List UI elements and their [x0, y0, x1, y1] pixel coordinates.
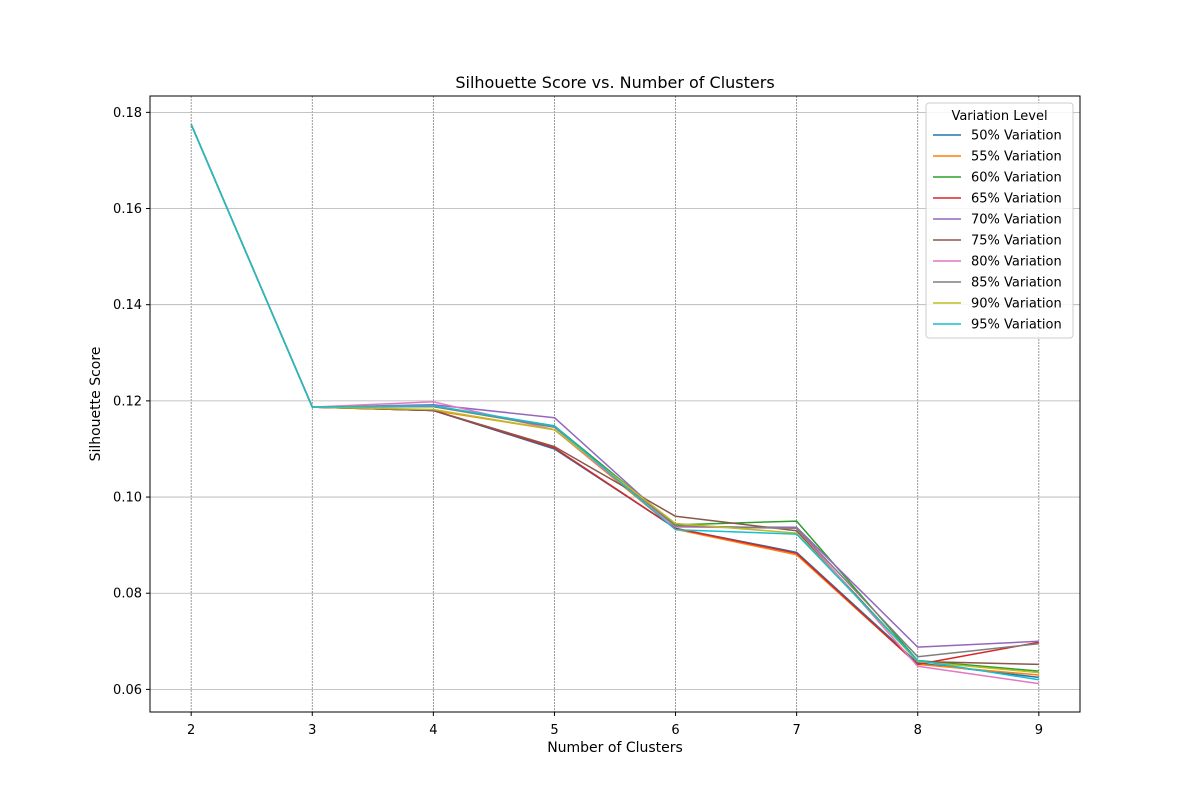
- x-tick-label: 8: [914, 723, 922, 738]
- legend-entry-label: 55% Variation: [971, 150, 1062, 165]
- legend-entry-label: 65% Variation: [971, 192, 1062, 207]
- y-tick-label: 0.12: [113, 394, 142, 409]
- series-lines: [190, 124, 1039, 685]
- x-axis-ticks: 2 3 4 5 6 7 8 9: [187, 712, 1043, 738]
- plot-frame: [149, 95, 1081, 713]
- x-tick-label: 7: [793, 723, 801, 738]
- x-tick-label: 3: [308, 723, 316, 738]
- legend-box: [925, 102, 1074, 339]
- legend-entry-label: 95% Variation: [971, 318, 1062, 333]
- legend-entry-label: 50% Variation: [971, 129, 1062, 144]
- y-tick-label: 0.16: [113, 202, 142, 217]
- chart-title: Silhouette Score vs. Number of Clusters: [455, 73, 774, 92]
- y-axis-ticks: 0.06 0.08 0.10 0.12 0.14 0.16 0.18: [113, 106, 150, 698]
- legend-items: 50% Variation 55% Variation 60% Variation 6…: [933, 129, 1062, 333]
- legend-entry-label: 80% Variation: [971, 255, 1062, 270]
- x-tick-label: 4: [429, 723, 437, 738]
- y-tick-label: 0.18: [113, 106, 142, 121]
- legend-title: Variation Level: [951, 109, 1047, 124]
- legend-entry-label: 85% Variation: [971, 276, 1062, 291]
- legend: Variation Level 50% Variation 55% Variati…: [925, 102, 1074, 339]
- y-axis-label: Silhouette Score: [88, 347, 104, 462]
- y-tick-label: 0.06: [113, 683, 142, 698]
- x-tick-label: 2: [187, 723, 195, 738]
- x-axis-label: Number of Clusters: [547, 740, 683, 756]
- series-line-95-variation: [190, 124, 1039, 681]
- y-tick-label: 0.14: [113, 298, 142, 313]
- legend-entry-label: 90% Variation: [971, 297, 1062, 312]
- y-tick-label: 0.08: [113, 587, 142, 602]
- x-tick-label: 5: [550, 723, 558, 738]
- legend-entry-label: 75% Variation: [971, 234, 1062, 249]
- y-tick-label: 0.10: [113, 491, 142, 506]
- legend-entry-label: 60% Variation: [971, 171, 1062, 186]
- legend-entry-label: 70% Variation: [971, 213, 1062, 228]
- x-tick-label: 9: [1035, 723, 1043, 738]
- x-tick-label: 6: [671, 723, 679, 738]
